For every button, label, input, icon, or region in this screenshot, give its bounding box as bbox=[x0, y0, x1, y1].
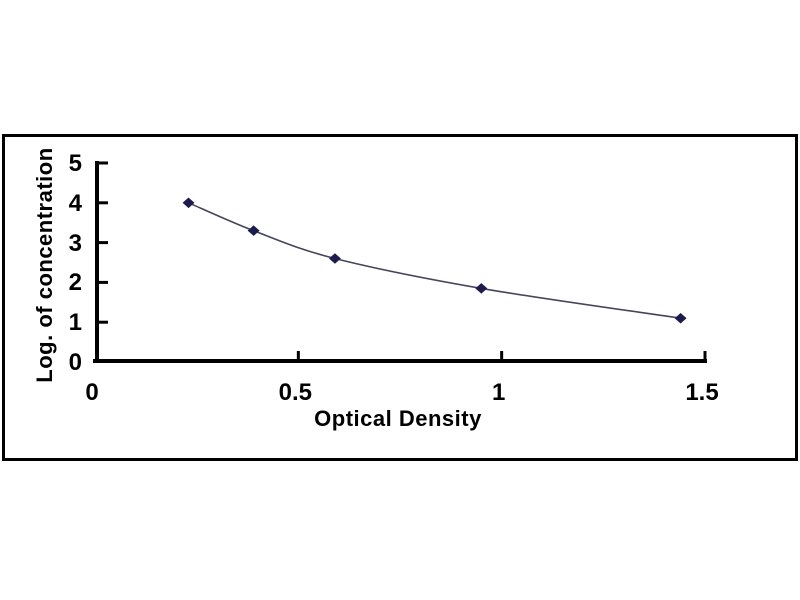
curve-line bbox=[188, 202, 681, 319]
y-tick-label: 3 bbox=[68, 229, 82, 257]
data-point-marker bbox=[674, 312, 687, 324]
y-tick-label: 5 bbox=[68, 150, 82, 177]
x-tick-label: 0.5 bbox=[278, 379, 313, 406]
y-tick-label: 4 bbox=[68, 189, 82, 217]
x-tick-label: 1 bbox=[491, 379, 506, 406]
y-tick-label: 2 bbox=[68, 269, 82, 297]
data-point-marker bbox=[182, 197, 195, 209]
chart-frame bbox=[2, 134, 798, 461]
data-point-marker bbox=[475, 283, 488, 294]
x-axis-title: Optical Density bbox=[314, 406, 482, 431]
data-point-marker bbox=[247, 225, 260, 236]
y-tick-label: 1 bbox=[68, 309, 82, 337]
y-tick-label: 0 bbox=[68, 349, 82, 376]
x-tick-label: 0 bbox=[85, 379, 99, 406]
data-point-marker bbox=[328, 253, 341, 264]
x-tick-label: 1.5 bbox=[685, 379, 719, 406]
